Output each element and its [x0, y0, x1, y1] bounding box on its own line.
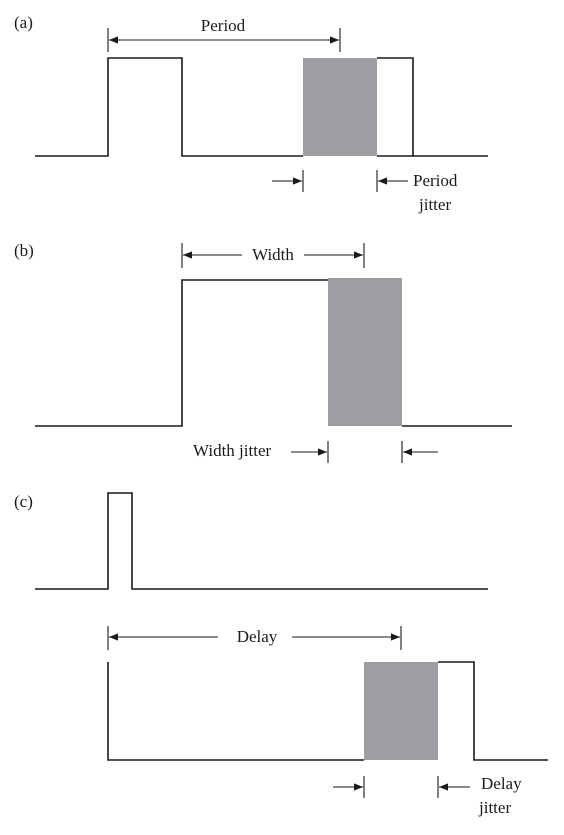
- period-jitter-label-line1: Period: [413, 171, 458, 190]
- panel-c-tag: (c): [14, 492, 33, 511]
- trigger-pulse-waveform: [35, 492, 488, 590]
- width-jitter-label: Width jitter: [193, 441, 271, 460]
- reference-pulse-waveform: [35, 57, 303, 157]
- period-label: Period: [201, 16, 246, 35]
- delayed-pulse-waveform: [438, 661, 548, 761]
- delayed-pulse-baseline: [107, 662, 364, 761]
- delay-jitter-band: [364, 662, 438, 760]
- panel-a-tag: (a): [14, 13, 33, 32]
- period-jitter-band: [303, 58, 377, 156]
- width-jitter-band: [328, 278, 402, 426]
- panel-a: (a) Period Period jitter: [14, 13, 488, 214]
- delay-label: Delay: [237, 627, 278, 646]
- panel-b-tag: (b): [14, 241, 34, 260]
- next-pulse-waveform: [377, 57, 414, 157]
- panel-b: (b) Width Width jitter: [14, 241, 512, 463]
- delay-jitter-label-line1: Delay: [481, 774, 522, 793]
- period-jitter-label-line2: jitter: [418, 195, 451, 214]
- width-label: Width: [252, 245, 294, 264]
- delay-jitter-label-line2: jitter: [478, 798, 511, 817]
- pulse-waveform: [35, 279, 328, 427]
- panel-c: (c) Delay Delay jitter: [14, 492, 548, 817]
